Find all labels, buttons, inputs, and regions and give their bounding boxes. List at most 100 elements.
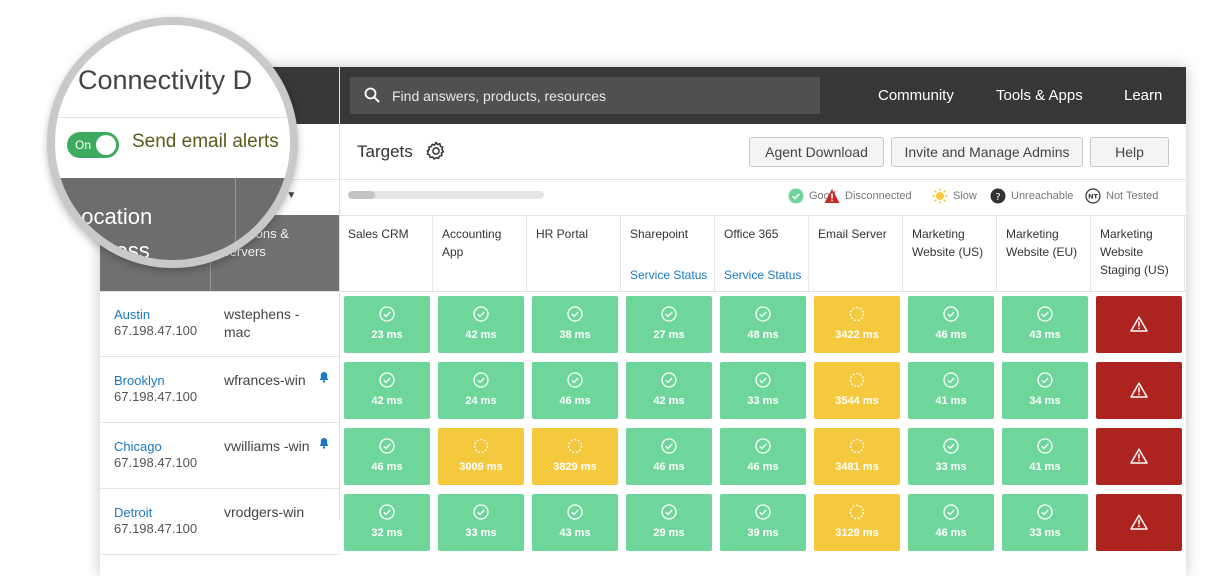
target-column-header: Sales CRM (339, 215, 433, 291)
status-cell-good[interactable]: 24 ms (438, 362, 524, 419)
check-circle-icon (755, 504, 771, 520)
status-cell-disconnected[interactable] (1096, 296, 1182, 353)
status-cell-good[interactable]: 41 ms (1002, 428, 1088, 485)
status-cell-slow[interactable]: 3481 ms (814, 428, 900, 485)
gear-icon[interactable] (425, 140, 447, 162)
status-cell-disconnected[interactable] (1096, 428, 1182, 485)
location-cell: Chicago 67.198.47.100 (114, 439, 197, 471)
location-city-link[interactable]: Brooklyn (114, 373, 165, 388)
check-circle-icon (755, 306, 771, 322)
status-cell-good[interactable]: 33 ms (1002, 494, 1088, 551)
table-row: Chicago 67.198.47.100 vwilliams -win 46 ms 3… (100, 423, 1186, 489)
magnified-header-divider (235, 178, 236, 260)
status-cell-good[interactable]: 29 ms (626, 494, 712, 551)
search-input[interactable]: Find answers, products, resources (350, 77, 820, 114)
check-circle-icon (661, 372, 677, 388)
location-city-link[interactable]: Chicago (114, 439, 162, 454)
status-cell-good[interactable]: 33 ms (908, 428, 994, 485)
check-circle-icon (1037, 372, 1053, 388)
nav-community[interactable]: Community (878, 87, 954, 104)
check-circle-icon (661, 504, 677, 520)
workstation-name: vrodgers-win (224, 504, 305, 520)
search-placeholder: Find answers, products, resources (392, 88, 606, 104)
response-time: 3481 ms (835, 461, 879, 473)
nav-tools-apps[interactable]: Tools & Apps (996, 87, 1083, 104)
response-time: 46 ms (935, 329, 967, 341)
location-cell: Brooklyn 67.198.47.100 (114, 373, 197, 405)
sun-icon (932, 188, 948, 204)
status-cell-good[interactable]: 33 ms (720, 362, 806, 419)
response-time: 39 ms (747, 527, 779, 539)
response-time: 3829 ms (553, 461, 597, 473)
status-cell-good[interactable]: 34 ms (1002, 362, 1088, 419)
target-name: Email Server (818, 227, 887, 241)
response-time: 3544 ms (835, 395, 879, 407)
service-status-link[interactable]: Service Status (724, 268, 802, 282)
warning-triangle-icon (824, 189, 840, 203)
response-time: 46 ms (747, 461, 779, 473)
svg-text:?: ? (995, 192, 1000, 203)
status-cell-good[interactable]: 46 ms (908, 296, 994, 353)
location-ip: 67.198.47.100 (114, 455, 198, 470)
response-time: 41 ms (935, 395, 967, 407)
warning-triangle-icon (1130, 514, 1148, 530)
email-alerts-toggle[interactable]: On (67, 132, 119, 158)
status-cell-good[interactable]: 42 ms (438, 296, 524, 353)
target-column-header: Office 365 Service Status (715, 215, 809, 291)
service-status-link[interactable]: Service Status (630, 268, 708, 282)
agent-download-button[interactable]: Agent Download (749, 137, 884, 167)
status-cell-good[interactable]: 27 ms (626, 296, 712, 353)
nt-icon: NT (1085, 188, 1101, 204)
legend-slow-label: Slow (953, 190, 977, 202)
status-cell-good[interactable]: 32 ms (344, 494, 430, 551)
status-cell-good[interactable]: 46 ms (720, 428, 806, 485)
check-circle-icon (1037, 504, 1053, 520)
status-cell-good[interactable]: 48 ms (720, 296, 806, 353)
status-cell-slow[interactable]: 3129 ms (814, 494, 900, 551)
bell-icon[interactable] (319, 371, 329, 383)
status-cell-disconnected[interactable] (1096, 362, 1182, 419)
status-cell-slow[interactable]: 3422 ms (814, 296, 900, 353)
status-cell-good[interactable]: 23 ms (344, 296, 430, 353)
invite-manage-admins-button[interactable]: Invite and Manage Admins (891, 137, 1083, 167)
status-cell-disconnected[interactable] (1096, 494, 1182, 551)
status-cell-good[interactable]: 43 ms (532, 494, 618, 551)
status-cell-good[interactable]: 46 ms (626, 428, 712, 485)
status-cell-good[interactable]: 38 ms (532, 296, 618, 353)
email-alerts-label: Send email alerts (132, 131, 279, 152)
location-city-link[interactable]: Austin (114, 307, 151, 322)
status-cell-good[interactable]: 42 ms (344, 362, 430, 419)
targets-label: Targets (357, 142, 413, 161)
warning-triangle-icon (1130, 316, 1148, 332)
target-name: Office 365 (724, 227, 779, 241)
check-circle-icon (379, 306, 395, 322)
target-column-header: Marketing Website (EU) (997, 215, 1091, 291)
response-time: 24 ms (465, 395, 497, 407)
toggle-knob (96, 135, 116, 155)
bell-icon[interactable] (319, 437, 329, 449)
response-time: 34 ms (1029, 395, 1061, 407)
panel-divider (339, 67, 340, 519)
legend-not-tested-label: Not Tested (1106, 190, 1159, 202)
response-time: 33 ms (465, 527, 497, 539)
status-cell-good[interactable]: 42 ms (626, 362, 712, 419)
location-ip: 67.198.47.100 (114, 389, 198, 404)
nav-learn[interactable]: Learn (1124, 87, 1163, 104)
check-circle-icon (567, 306, 583, 322)
status-cell-good[interactable]: 41 ms (908, 362, 994, 419)
status-cell-slow[interactable]: 3009 ms (438, 428, 524, 485)
status-cell-slow[interactable]: 3544 ms (814, 362, 900, 419)
response-time: 42 ms (465, 329, 497, 341)
workstation-name: vwilliams -win (224, 438, 310, 454)
status-cell-good[interactable]: 46 ms (908, 494, 994, 551)
status-cell-good[interactable]: 39 ms (720, 494, 806, 551)
status-cell-good[interactable]: 46 ms (344, 428, 430, 485)
status-cell-good[interactable]: 33 ms (438, 494, 524, 551)
status-cell-good[interactable]: 46 ms (532, 362, 618, 419)
help-button[interactable]: Help (1090, 137, 1169, 167)
target-column-header: Marketing Website Staging (US) (1091, 215, 1185, 291)
response-time: 23 ms (371, 329, 403, 341)
status-cell-slow[interactable]: 3829 ms (532, 428, 618, 485)
location-city-link[interactable]: Detroit (114, 505, 153, 520)
status-cell-good[interactable]: 43 ms (1002, 296, 1088, 353)
